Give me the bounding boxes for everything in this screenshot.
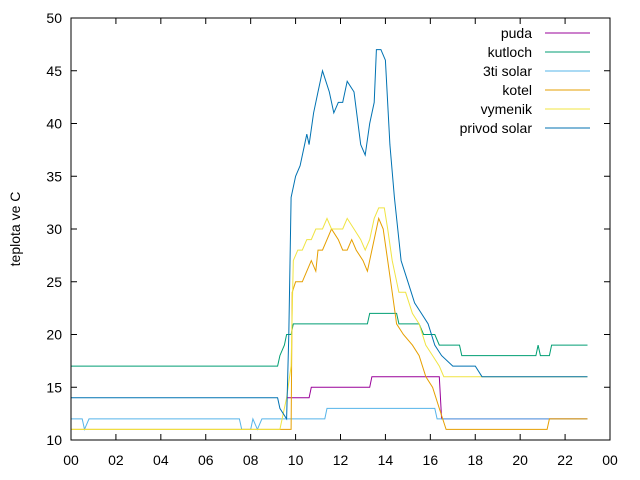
x-tick-label: 06 [198, 452, 214, 468]
axis-ticks: 00 02 04 06 08 10 12 14 16 18 20 22 0010152025303540… [46, 10, 618, 468]
series-line-5 [71, 49, 588, 421]
x-tick-label: 22 [557, 452, 573, 468]
x-tick-label: 10 [288, 452, 304, 468]
x-tick-label: 18 [467, 452, 483, 468]
legend: puda kutloch 3ti solar kotel vymenik privod s… [460, 25, 590, 136]
legend-label: vymenik [481, 101, 533, 117]
x-tick-label: 00 [602, 452, 618, 468]
series-line-0 [286, 376, 588, 420]
x-tick-label: 00 [63, 452, 79, 468]
x-tick-label: 14 [378, 452, 394, 468]
x-tick-label: 12 [333, 452, 349, 468]
series-line-3 [71, 216, 588, 430]
series-lines [71, 49, 588, 432]
legend-label: 3ti solar [483, 63, 532, 79]
x-tick-label: 02 [108, 452, 124, 468]
legend-label: puda [501, 25, 532, 41]
series-line-1 [71, 312, 588, 367]
series-line-4 [71, 207, 588, 430]
x-tick-label: 04 [153, 452, 169, 468]
y-tick-label: 25 [46, 274, 62, 290]
plot-frame [70, 17, 611, 441]
legend-label: privod solar [460, 120, 533, 136]
legend-label: kutloch [488, 44, 532, 60]
y-tick-label: 30 [46, 221, 62, 237]
y-tick-label: 20 [46, 327, 62, 343]
y-tick-label: 35 [46, 168, 62, 184]
y-axis-label: teplota ve C [7, 192, 23, 267]
x-tick-label: 16 [423, 452, 439, 468]
x-tick-label: 08 [243, 452, 259, 468]
y-tick-label: 50 [46, 10, 62, 26]
y-tick-label: 40 [46, 116, 62, 132]
y-tick-label: 45 [46, 63, 62, 79]
y-tick-label: 15 [46, 379, 62, 395]
series-line-2 [71, 407, 588, 432]
x-tick-label: 20 [512, 452, 528, 468]
legend-label: kotel [502, 82, 532, 98]
y-tick-label: 10 [46, 432, 62, 448]
